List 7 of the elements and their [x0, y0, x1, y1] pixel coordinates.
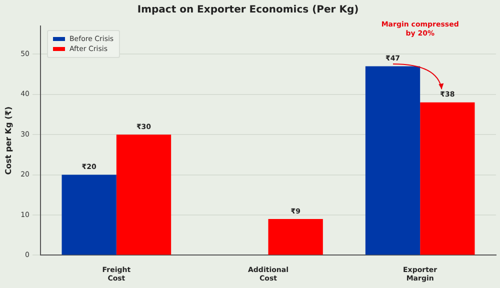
chart-title: Impact on Exporter Economics (Per Kg): [137, 4, 359, 16]
bar: [420, 102, 475, 255]
bar: [365, 66, 420, 255]
bar: [62, 174, 116, 255]
bar: [268, 219, 323, 255]
bar: [116, 134, 172, 255]
y-axis-title: Cost per Kg (₹): [4, 106, 13, 175]
